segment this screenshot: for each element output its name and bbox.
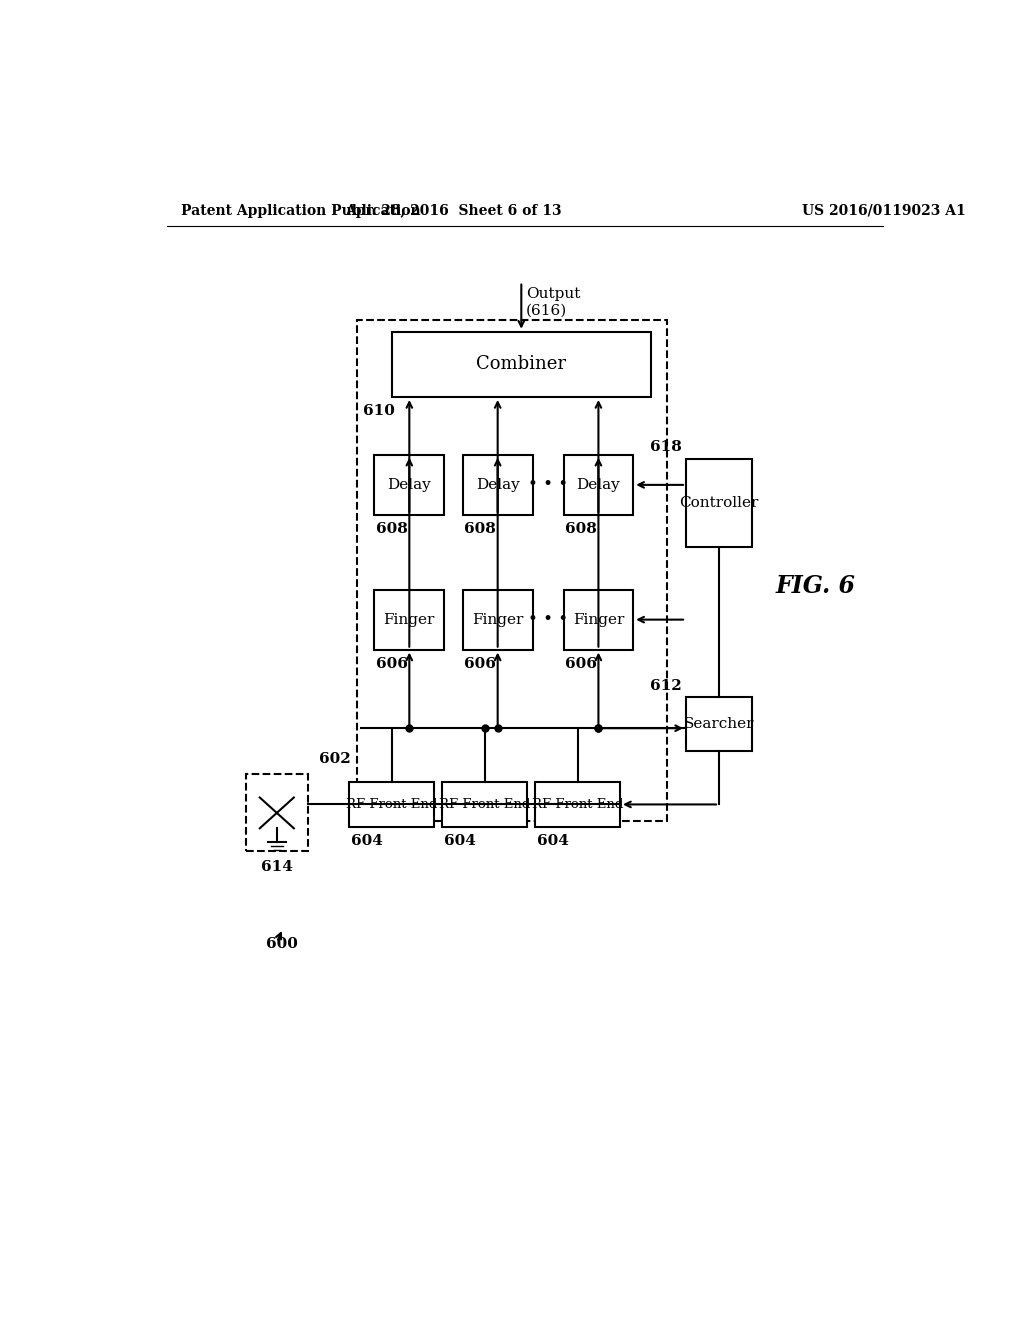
Bar (563, 455, 633, 515)
Text: 600: 600 (266, 937, 298, 950)
Bar (356, 321, 667, 821)
Text: Delay: Delay (476, 478, 519, 492)
Text: Finger: Finger (384, 612, 435, 627)
Bar (686, 459, 752, 548)
Text: 608: 608 (376, 521, 408, 536)
Bar (535, 781, 621, 826)
Text: FIG. 6: FIG. 6 (775, 574, 855, 598)
Text: 608: 608 (565, 521, 597, 536)
Text: 606: 606 (376, 656, 408, 671)
Text: Finger: Finger (572, 612, 624, 627)
Text: 614: 614 (261, 859, 293, 874)
Bar (375, 455, 444, 515)
Text: Patent Application Publication: Patent Application Publication (180, 203, 420, 218)
Bar (375, 590, 444, 649)
Text: 610: 610 (362, 404, 394, 417)
Text: Output
(616): Output (616) (526, 288, 581, 318)
Bar (442, 781, 527, 826)
Bar (563, 590, 633, 649)
Text: 604: 604 (351, 834, 383, 847)
Bar (463, 590, 532, 649)
Text: 612: 612 (650, 678, 682, 693)
Bar (391, 331, 651, 397)
Bar (246, 775, 308, 851)
Text: RF Front End: RF Front End (346, 797, 437, 810)
Bar (349, 781, 434, 826)
Text: 608: 608 (464, 521, 497, 536)
Text: RF Front End: RF Front End (439, 797, 530, 810)
Text: Apr. 28, 2016  Sheet 6 of 13: Apr. 28, 2016 Sheet 6 of 13 (345, 203, 562, 218)
Text: Combiner: Combiner (476, 355, 566, 374)
Text: Delay: Delay (577, 478, 621, 492)
Text: 602: 602 (318, 752, 350, 766)
Bar (463, 455, 532, 515)
Text: Finger: Finger (472, 612, 523, 627)
Text: RF Front End: RF Front End (531, 797, 624, 810)
Bar (686, 697, 752, 751)
Text: 606: 606 (464, 656, 497, 671)
Text: US 2016/0119023 A1: US 2016/0119023 A1 (802, 203, 966, 218)
Text: Searcher: Searcher (684, 717, 755, 731)
Text: Controller: Controller (679, 496, 759, 510)
Text: • • •: • • • (528, 611, 568, 628)
Text: 618: 618 (650, 440, 682, 454)
Text: 606: 606 (565, 656, 597, 671)
Text: • • •: • • • (528, 477, 568, 494)
Text: 604: 604 (538, 834, 569, 847)
Text: 604: 604 (444, 834, 476, 847)
Text: Delay: Delay (387, 478, 431, 492)
